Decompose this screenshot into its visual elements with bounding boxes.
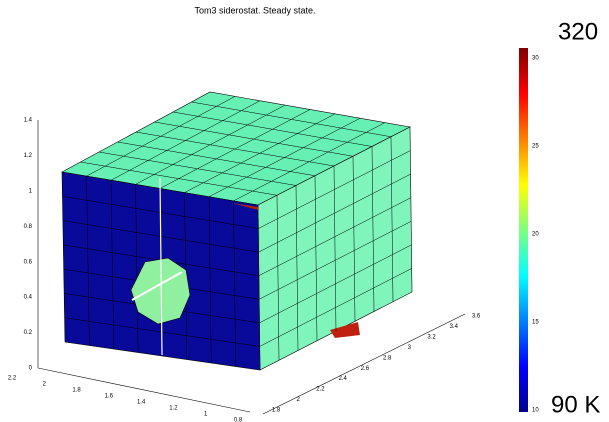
tick-label: 3.6 bbox=[472, 314, 481, 320]
title: Tom3 siderostat. Steady state. bbox=[194, 5, 315, 15]
tick-label: 1.4 bbox=[137, 400, 146, 406]
tick-label: 1.8 bbox=[272, 408, 281, 414]
tick-label: 3 bbox=[408, 345, 412, 351]
colorbar-tick-label: 25 bbox=[532, 144, 539, 150]
colorbar-tick-label: 10 bbox=[532, 408, 539, 414]
colorbar-max: 320 bbox=[558, 18, 598, 45]
tick-label: 1 bbox=[204, 412, 208, 418]
colorbar-tick-label: 30 bbox=[532, 56, 539, 62]
tick-label: 2.6 bbox=[361, 366, 370, 372]
tick-label: 2.8 bbox=[383, 355, 392, 361]
tick-label: 3.4 bbox=[450, 324, 459, 330]
tick-label: 0 bbox=[29, 366, 33, 372]
tick-label: 0.4 bbox=[24, 295, 33, 301]
tick-label: 1.2 bbox=[169, 406, 178, 412]
tick-label: 2 bbox=[43, 382, 47, 388]
colorbar-tick-label: 20 bbox=[532, 232, 539, 238]
tick-label: 1.4 bbox=[24, 118, 33, 124]
tick-label: 1.8 bbox=[72, 388, 81, 394]
tick-label: 0.2 bbox=[24, 330, 33, 336]
tick-label: 0.8 bbox=[24, 224, 33, 230]
figure: Tom3 siderostat. Steady state. 320 90 K … bbox=[0, 0, 609, 422]
tick-label: 1 bbox=[29, 188, 33, 194]
tick-label: 0.6 bbox=[24, 259, 33, 265]
tick-label: 3.2 bbox=[427, 334, 436, 340]
tick-label: 2.2 bbox=[8, 376, 17, 382]
tick-label: 0.8 bbox=[234, 418, 243, 422]
tick-label: 2.2 bbox=[316, 387, 325, 393]
tick-label: 1.2 bbox=[24, 153, 33, 159]
colorbar-tick-label: 15 bbox=[532, 320, 539, 326]
tick-label: 2 bbox=[297, 397, 301, 403]
colorbar-min: 90 K bbox=[551, 391, 600, 418]
tick-label: 2.4 bbox=[338, 376, 347, 382]
tick-label: 1.6 bbox=[105, 394, 114, 400]
colorbar bbox=[519, 48, 528, 412]
